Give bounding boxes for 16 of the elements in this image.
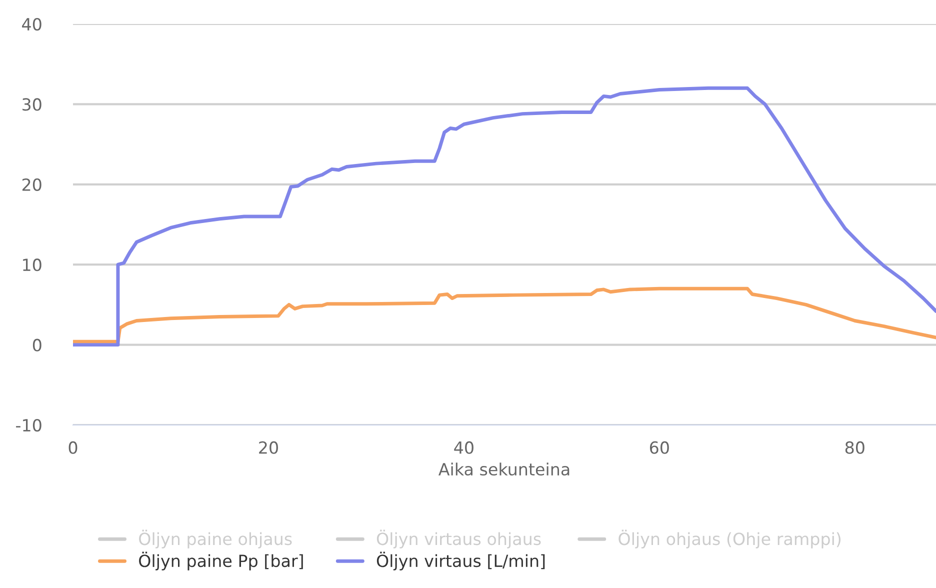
y-tick-label: 40 — [22, 18, 42, 31]
x-tick-label: 40 — [454, 441, 474, 454]
line-series — [73, 86, 936, 347]
x-axis-title: Aika sekunteina — [438, 462, 570, 476]
y-tick-label: 10 — [23, 258, 42, 272]
y-tick-label: 30 — [22, 98, 42, 111]
legend-label: Öljyn virtaus [L/min] — [376, 552, 545, 570]
x-tick-label: 80 — [845, 441, 864, 454]
x-tick-label: 60 — [650, 441, 669, 454]
y-tick-label: 20 — [22, 178, 42, 191]
line-series — [73, 286, 936, 344]
x-tick-label: 20 — [259, 441, 278, 454]
legend-label: Öljyn paine Pp [bar] — [139, 552, 303, 570]
x-tick-label: 0 — [68, 441, 78, 454]
y-tick-label: -10 — [16, 418, 42, 432]
y-tick-label: 0 — [32, 338, 42, 352]
